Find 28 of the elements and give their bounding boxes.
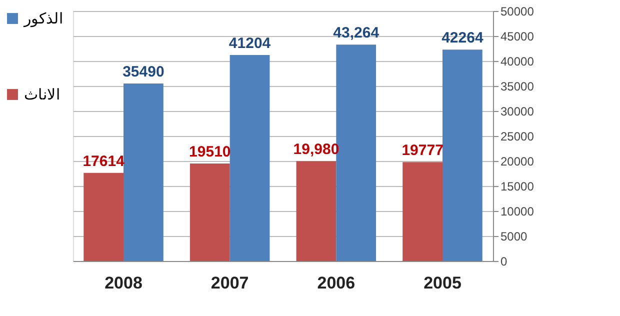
bar — [402, 162, 442, 261]
y-tick-label: 45000 — [500, 30, 534, 44]
x-tick-label: 2006 — [317, 274, 356, 292]
x-tick-label: 2005 — [424, 274, 462, 292]
y-tick-label: 40000 — [500, 54, 534, 68]
bar — [296, 161, 336, 261]
bar — [230, 54, 270, 261]
y-tick-label: 25000 — [500, 130, 534, 144]
y-tick-label: 5000 — [500, 230, 528, 244]
y-tick-label: 50000 — [500, 4, 534, 18]
data-label: 41204 — [228, 34, 272, 52]
y-tick-label: 10000 — [500, 204, 534, 218]
y-tick-label: 35000 — [500, 80, 534, 94]
legend-label: الاناث — [24, 86, 60, 104]
legend-label: الذكور — [23, 10, 63, 28]
y-tick-label: 30000 — [500, 104, 534, 118]
bar — [442, 50, 482, 261]
bar — [190, 163, 230, 261]
y-tick-label: 0 — [500, 254, 508, 268]
x-tick-label: 2007 — [210, 274, 249, 292]
data-label: 42264 — [442, 30, 484, 47]
y-tick-label: 15000 — [500, 180, 534, 194]
data-label: 35490 — [122, 64, 164, 81]
bar — [84, 172, 124, 261]
bar — [124, 84, 164, 261]
x-tick-label: 2008 — [104, 274, 142, 292]
y-tick-label: 20000 — [500, 154, 534, 168]
data-label: 43,264 — [333, 24, 380, 42]
